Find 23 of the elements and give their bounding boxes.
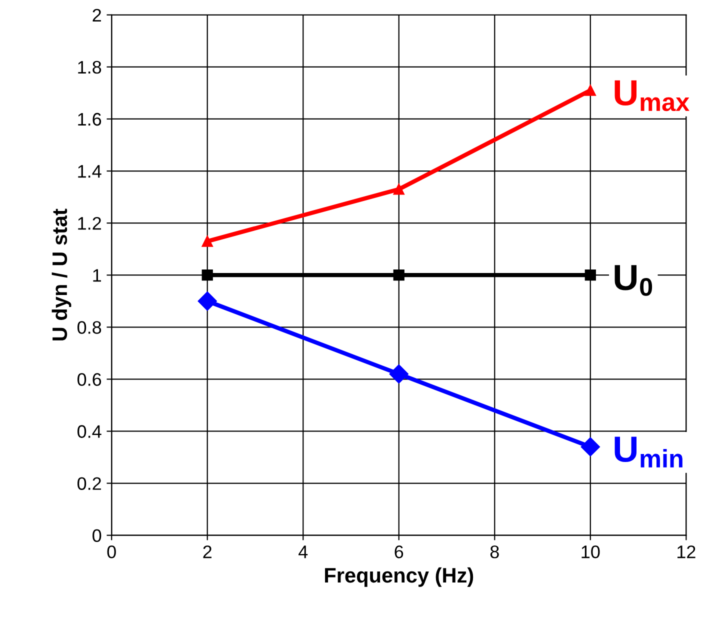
y-tick-label: 0.4 [77, 425, 102, 438]
y-tick-label: 2 [92, 8, 101, 22]
y-tick-label: 0 [92, 529, 102, 542]
y-tick-label: 1.4 [78, 165, 102, 178]
y-axis-title: U dyn / U stat [52, 208, 72, 340]
y-tick-label: 0.2 [77, 477, 101, 490]
x-tick-label: 12 [677, 546, 696, 558]
x-tick-label: 10 [582, 546, 600, 558]
x-axis-title: Frequency (Hz) [325, 567, 474, 587]
y-tick-label: 1 [93, 269, 101, 282]
x-tick-label: 6 [394, 546, 404, 558]
y-tick-label: 1.6 [78, 112, 102, 126]
y-tick-label: 0.6 [77, 373, 102, 386]
x-tick-label: 4 [298, 546, 308, 558]
x-tick-label: 2 [203, 546, 212, 558]
y-tick-label: 0.8 [77, 321, 102, 334]
x-tick-label: 8 [490, 546, 499, 558]
y-tick-label: 1.8 [78, 60, 102, 74]
y-tick-label: 1.2 [78, 217, 101, 230]
series-label: U$_{min}$ [614, 436, 682, 468]
series-label: U$_{max}$ [614, 80, 690, 112]
series-label: U$_{0}$ [614, 265, 652, 296]
x-tick-label: 0 [107, 546, 116, 558]
